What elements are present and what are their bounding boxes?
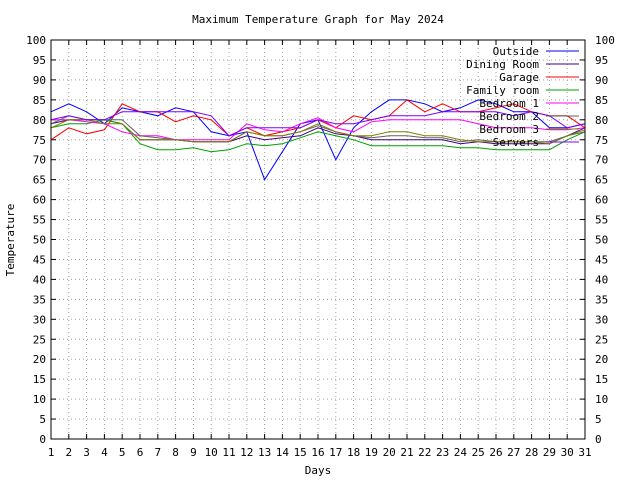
y-tick-label-left: 90 — [33, 74, 46, 87]
x-tick-label: 25 — [472, 446, 485, 459]
x-tick-label: 4 — [101, 446, 108, 459]
y-tick-label-right: 90 — [595, 74, 608, 87]
legend-label-bedroom-3: Bedroom 3 — [479, 123, 539, 136]
y-tick-label-right: 15 — [595, 373, 608, 386]
y-tick-label-left: 100 — [26, 34, 46, 47]
x-tick-label: 29 — [543, 446, 556, 459]
x-tick-label: 21 — [400, 446, 413, 459]
x-axis-label: Days — [305, 464, 332, 477]
y-tick-label-right: 40 — [595, 273, 608, 286]
y-tick-label-right: 75 — [595, 134, 608, 147]
x-tick-label: 9 — [190, 446, 197, 459]
y-tick-label-left: 5 — [39, 413, 46, 426]
x-tick-label: 14 — [276, 446, 290, 459]
y-tick-label-right: 80 — [595, 114, 608, 127]
legend-label-servers: Servers — [493, 136, 539, 149]
x-tick-label: 1 — [48, 446, 55, 459]
plot-frame — [50, 39, 586, 440]
y-tick-label-right: 10 — [595, 393, 608, 406]
y-tick-label-left: 35 — [33, 293, 46, 306]
y-tick-label-right: 35 — [595, 293, 608, 306]
y-tick-label-left: 65 — [33, 174, 46, 187]
y-tick-label-right: 30 — [595, 313, 608, 326]
x-tick-label: 12 — [240, 446, 253, 459]
y-tick-label-left: 50 — [33, 234, 46, 247]
x-tick-label: 19 — [365, 446, 378, 459]
y-tick-label-left: 0 — [39, 433, 46, 446]
x-tick-label: 6 — [137, 446, 144, 459]
y-tick-label-right: 100 — [595, 34, 615, 47]
legend-label-bedroom-1: Bedroom 1 — [479, 97, 539, 110]
series-lines — [50, 99, 586, 181]
x-tick-label: 3 — [83, 446, 90, 459]
legend-label-dining-room: Dining Room — [466, 58, 539, 71]
y-tick-label-right: 70 — [595, 154, 608, 167]
y-tick-label-right: 5 — [595, 413, 602, 426]
x-tick-label: 27 — [507, 446, 520, 459]
x-tick-label: 5 — [119, 446, 126, 459]
series-line-bedroom-3 — [50, 119, 586, 145]
legend-label-family-room: Family room — [466, 84, 539, 97]
y-tick-label-right: 50 — [595, 234, 608, 247]
x-tick-label: 17 — [329, 446, 342, 459]
series-line-servers — [50, 111, 586, 137]
x-tick-label: 2 — [65, 446, 72, 459]
y-tick-label-left: 10 — [33, 393, 46, 406]
series-line-family-room — [50, 119, 586, 153]
y-tick-label-right: 85 — [595, 94, 608, 107]
x-tick-label: 15 — [294, 446, 307, 459]
y-tick-label-left: 30 — [33, 313, 46, 326]
legend-label-garage: Garage — [499, 71, 539, 84]
y-tick-label-left: 20 — [33, 353, 46, 366]
y-tick-label-left: 45 — [33, 253, 46, 266]
x-tick-label: 20 — [383, 446, 396, 459]
x-tick-label: 7 — [154, 446, 161, 459]
y-tick-label-right: 60 — [595, 194, 608, 207]
x-tick-label: 28 — [525, 446, 538, 459]
x-tick-label: 16 — [311, 446, 324, 459]
x-tick-label: 30 — [561, 446, 574, 459]
y-tick-label-right: 65 — [595, 174, 608, 187]
y-tick-label-left: 60 — [33, 194, 46, 207]
x-tick-label: 11 — [222, 446, 235, 459]
y-tick-label-left: 40 — [33, 273, 46, 286]
y-tick-label-right: 0 — [595, 433, 602, 446]
y-tick-label-left: 85 — [33, 94, 46, 107]
y-tick-label-right: 45 — [595, 253, 608, 266]
x-tick-label: 31 — [578, 446, 591, 459]
y-tick-label-right: 55 — [595, 214, 608, 227]
y-tick-label-left: 70 — [33, 154, 46, 167]
y-axis-label: Temperature — [4, 204, 17, 277]
x-tick-label: 26 — [489, 446, 502, 459]
chart-title: Maximum Temperature Graph for May 2024 — [192, 13, 444, 26]
y-tick-label-left: 25 — [33, 333, 46, 346]
y-tick-label-right: 20 — [595, 353, 608, 366]
x-tick-label: 23 — [436, 446, 449, 459]
legend-label-bedroom-2: Bedroom 2 — [479, 110, 539, 123]
y-tick-label-left: 15 — [33, 373, 46, 386]
x-tick-label: 10 — [205, 446, 218, 459]
y-tick-label-left: 80 — [33, 114, 46, 127]
y-tick-label-left: 95 — [33, 54, 46, 67]
y-tick-label-right: 95 — [595, 54, 608, 67]
x-tick-label: 18 — [347, 446, 360, 459]
y-tick-label-left: 55 — [33, 214, 46, 227]
x-tick-label: 8 — [172, 446, 179, 459]
y-tick-label-left: 75 — [33, 134, 46, 147]
x-tick-label: 24 — [454, 446, 468, 459]
y-tick-label-right: 25 — [595, 333, 608, 346]
x-tick-label: 22 — [418, 446, 431, 459]
x-tick-label: 13 — [258, 446, 271, 459]
legend-label-outside: Outside — [493, 45, 539, 58]
